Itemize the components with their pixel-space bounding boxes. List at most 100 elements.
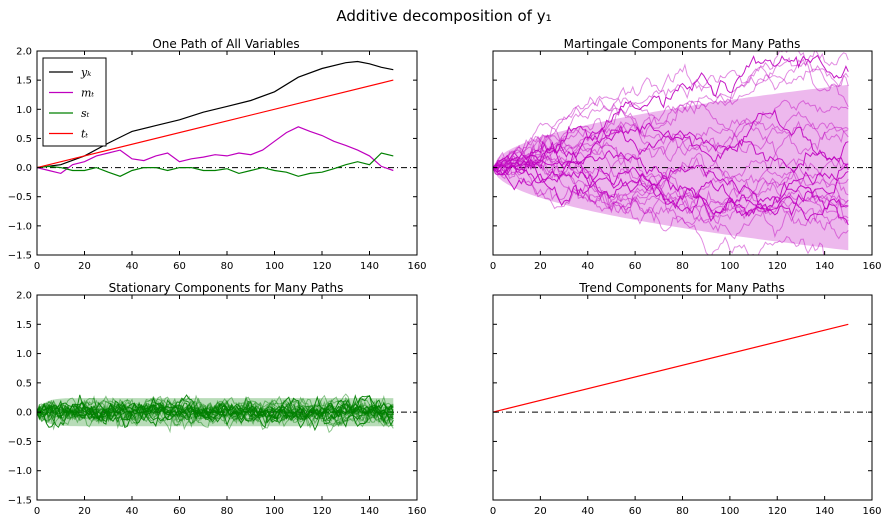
panel-martingale: Martingale Components for Many Paths 0 20… bbox=[490, 37, 882, 272]
sample-path bbox=[493, 108, 849, 169]
series-line-1 bbox=[37, 126, 394, 175]
sample-path bbox=[493, 66, 849, 170]
plot-content bbox=[37, 393, 417, 434]
sample-path bbox=[493, 122, 849, 199]
confidence-band bbox=[493, 84, 849, 251]
plot-content bbox=[493, 51, 872, 255]
x-tick-label: 80 bbox=[676, 261, 689, 272]
panel-trend: Trend Components for Many Paths 0 20 40 60 8… bbox=[490, 281, 882, 517]
x-tick-label: 140 bbox=[360, 261, 379, 272]
sample-path bbox=[37, 397, 394, 431]
x-tick-label: 80 bbox=[676, 506, 689, 517]
legend: yₖ mₜ sₜ tₜ bbox=[42, 57, 107, 147]
sample-path bbox=[493, 154, 849, 238]
sample-path bbox=[37, 394, 394, 429]
x-tick-label: 140 bbox=[815, 506, 834, 517]
x-tick-label: 140 bbox=[360, 506, 379, 517]
plot-area: 0 20 40 60 80 100 120 140 160 −1.5 −1.0 −0.5 0.0 0.5 1… bbox=[8, 47, 427, 273]
x-tick-label: 60 bbox=[173, 261, 186, 272]
x-tick-label: 0 bbox=[490, 261, 496, 272]
y-tick-label: 1.0 bbox=[16, 349, 32, 360]
legend-box bbox=[42, 57, 107, 147]
sample-path bbox=[493, 162, 825, 255]
x-tick-label: 80 bbox=[221, 506, 234, 517]
y-tick-label: 0.0 bbox=[16, 408, 32, 419]
series-line-3 bbox=[37, 79, 394, 169]
x-tick-label: 20 bbox=[78, 261, 91, 272]
sample-path bbox=[493, 141, 849, 206]
plot-area: 0 20 40 60 80 100 120 140 160 bbox=[490, 294, 882, 517]
y-tick-label: −1.5 bbox=[8, 496, 32, 507]
x-tick-label: 40 bbox=[126, 506, 139, 517]
x-tick-label: 80 bbox=[221, 261, 234, 272]
sample-path bbox=[493, 124, 849, 176]
sample-path bbox=[493, 153, 849, 240]
series-line-0 bbox=[493, 323, 849, 413]
y-tick-label: 1.0 bbox=[16, 105, 32, 116]
legend-label: tₜ bbox=[81, 128, 88, 141]
panel-title: One Path of All Variables bbox=[152, 37, 299, 51]
sample-path bbox=[493, 111, 849, 176]
x-tick-label: 160 bbox=[862, 506, 881, 517]
x-tick-label: 120 bbox=[768, 261, 787, 272]
x-tick-label: 100 bbox=[720, 261, 739, 272]
x-tick-label: 120 bbox=[768, 506, 787, 517]
sample-path bbox=[493, 100, 849, 177]
sample-path bbox=[493, 149, 849, 222]
legend-label: mₜ bbox=[81, 87, 94, 100]
sample-path bbox=[37, 396, 394, 427]
sample-path bbox=[37, 393, 394, 430]
sample-path bbox=[493, 51, 849, 171]
sample-path bbox=[493, 51, 849, 168]
y-tick-label: −1.5 bbox=[8, 251, 32, 262]
y-tick-label: −0.5 bbox=[8, 437, 32, 448]
sample-path bbox=[493, 165, 849, 223]
y-tick-label: 2.0 bbox=[16, 47, 32, 58]
x-tick-label: 140 bbox=[815, 261, 834, 272]
sample-path bbox=[493, 120, 849, 178]
x-tick-label: 100 bbox=[720, 506, 739, 517]
y-tick-label: 0.5 bbox=[16, 134, 32, 145]
sample-path bbox=[37, 395, 394, 429]
x-tick-label: 40 bbox=[126, 261, 139, 272]
x-tick-label: 160 bbox=[862, 261, 881, 272]
x-tick-label: 100 bbox=[265, 506, 284, 517]
sample-path bbox=[493, 58, 849, 169]
panel-title: Trend Components for Many Paths bbox=[578, 281, 785, 295]
sample-path bbox=[493, 158, 849, 226]
x-tick-label: 0 bbox=[490, 506, 496, 517]
x-tick-label: 0 bbox=[34, 261, 40, 272]
sample-path bbox=[37, 395, 394, 427]
sample-path bbox=[37, 396, 394, 425]
x-tick-label: 60 bbox=[629, 261, 642, 272]
sample-path bbox=[493, 126, 849, 220]
sample-path bbox=[493, 153, 849, 225]
sample-path bbox=[37, 395, 394, 426]
legend-label: yₖ bbox=[80, 66, 91, 79]
sample-path bbox=[493, 138, 849, 240]
panel-title: Stationary Components for Many Paths bbox=[109, 281, 344, 295]
x-tick-label: 120 bbox=[312, 261, 331, 272]
x-tick-label: 20 bbox=[534, 506, 547, 517]
panel-one-path: One Path of All Variables 0 20 40 60 80 100 12… bbox=[8, 37, 427, 272]
x-tick-label: 0 bbox=[34, 506, 40, 517]
x-tick-label: 20 bbox=[78, 506, 91, 517]
y-tick-label: 0.0 bbox=[16, 163, 32, 174]
sample-path bbox=[37, 396, 394, 431]
sample-path bbox=[493, 165, 849, 226]
sample-path bbox=[37, 399, 394, 428]
legend-label: sₜ bbox=[81, 107, 90, 120]
figure-title: Additive decomposition of y₁ bbox=[336, 7, 551, 25]
y-tick-label: 2.0 bbox=[16, 291, 32, 302]
sample-path bbox=[493, 146, 849, 211]
y-tick-label: 0.5 bbox=[16, 378, 32, 389]
series-line-2 bbox=[37, 152, 394, 177]
x-tick-label: 160 bbox=[407, 506, 426, 517]
plot-area: 0 20 40 60 80 100 120 140 160 −1.5 −1.0 −0.5 0.0 0.5 1… bbox=[8, 291, 427, 518]
x-tick-label: 160 bbox=[407, 261, 426, 272]
sample-path bbox=[493, 54, 849, 176]
y-tick-label: −0.5 bbox=[8, 192, 32, 203]
y-tick-label: 1.5 bbox=[16, 76, 32, 87]
y-tick-label: −1.0 bbox=[8, 221, 32, 232]
